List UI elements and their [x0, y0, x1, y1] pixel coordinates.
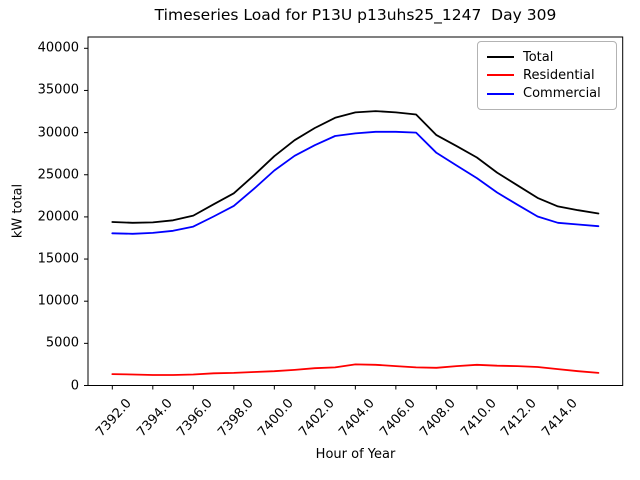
y-tick-label: 40000 [37, 40, 79, 56]
y-tick-label: 15000 [37, 251, 79, 267]
residential-line-swatch [487, 74, 514, 77]
x-axis-label: Hour of Year [315, 447, 396, 462]
y-tick-label: 30000 [37, 125, 79, 141]
legend-item-residential: Residential [487, 66, 607, 84]
y-tick-label: 5000 [45, 335, 79, 351]
legend-label-commercial: Commercial [523, 86, 601, 102]
y-tick-label: 0 [70, 378, 79, 393]
series-line-residential [111, 363, 600, 376]
series-line-commercial [111, 130, 600, 235]
series-line-total [111, 110, 600, 224]
commercial-line-swatch [487, 92, 514, 95]
total-line-swatch [487, 56, 514, 59]
y-tick-label: 25000 [37, 167, 79, 183]
legend-label-total: Total [523, 49, 554, 65]
y-tick-label: 35000 [37, 82, 79, 98]
legend: Total Residential Commercial [477, 41, 617, 110]
legend-item-total: Total [487, 48, 607, 66]
legend-label-residential: Residential [523, 67, 595, 83]
y-tick-label: 10000 [37, 293, 79, 309]
legend-item-commercial: Commercial [487, 85, 607, 103]
chart-title: Timeseries Load for P13U p13uhs25_1247 D… [154, 6, 557, 24]
y-tick-label: 20000 [37, 209, 79, 225]
